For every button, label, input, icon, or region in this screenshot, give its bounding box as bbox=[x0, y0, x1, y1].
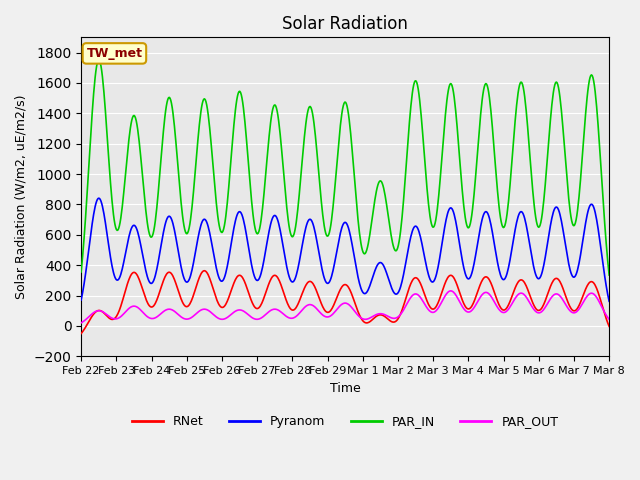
RNet bbox=[605, 324, 613, 329]
PAR_OUT bbox=[195, 309, 202, 314]
PAR_OUT bbox=[425, 307, 433, 312]
RNet bbox=[223, 299, 231, 304]
PAR_OUT bbox=[223, 315, 230, 321]
X-axis label: Time: Time bbox=[330, 382, 360, 395]
PAR_OUT bbox=[605, 316, 613, 322]
Pyranom bbox=[95, 195, 102, 201]
Pyranom bbox=[426, 274, 433, 280]
Line: RNet: RNet bbox=[81, 271, 609, 334]
PAR_IN bbox=[87, 132, 95, 138]
Pyranom bbox=[142, 268, 150, 274]
PAR_OUT bbox=[87, 312, 95, 318]
Text: TW_met: TW_met bbox=[86, 47, 143, 60]
PAR_IN bbox=[605, 272, 613, 278]
PAR_IN bbox=[410, 82, 418, 87]
PAR_OUT bbox=[77, 320, 85, 326]
PAR_IN bbox=[426, 207, 433, 213]
Line: Pyranom: Pyranom bbox=[81, 198, 609, 301]
PAR_IN bbox=[142, 207, 150, 213]
RNet bbox=[426, 303, 433, 309]
RNet bbox=[201, 268, 209, 274]
Pyranom bbox=[196, 228, 204, 234]
PAR_OUT bbox=[141, 312, 149, 317]
Pyranom bbox=[223, 264, 231, 269]
Pyranom bbox=[77, 297, 85, 303]
PAR_OUT bbox=[447, 288, 454, 294]
RNet bbox=[141, 294, 149, 300]
RNet bbox=[410, 276, 418, 281]
RNet bbox=[87, 315, 95, 321]
RNet bbox=[195, 276, 202, 282]
PAR_OUT bbox=[409, 292, 417, 298]
PAR_IN bbox=[95, 57, 102, 62]
Legend: RNet, Pyranom, PAR_IN, PAR_OUT: RNet, Pyranom, PAR_IN, PAR_OUT bbox=[127, 410, 563, 433]
Pyranom bbox=[605, 299, 613, 304]
PAR_IN bbox=[77, 269, 85, 275]
Line: PAR_IN: PAR_IN bbox=[81, 60, 609, 275]
Title: Solar Radiation: Solar Radiation bbox=[282, 15, 408, 33]
Pyranom bbox=[87, 232, 95, 238]
PAR_IN bbox=[196, 121, 204, 127]
Pyranom bbox=[410, 225, 418, 230]
RNet bbox=[77, 331, 85, 336]
PAR_IN bbox=[223, 200, 231, 206]
Line: PAR_OUT: PAR_OUT bbox=[81, 291, 609, 323]
Y-axis label: Solar Radiation (W/m2, uE/m2/s): Solar Radiation (W/m2, uE/m2/s) bbox=[15, 95, 28, 299]
